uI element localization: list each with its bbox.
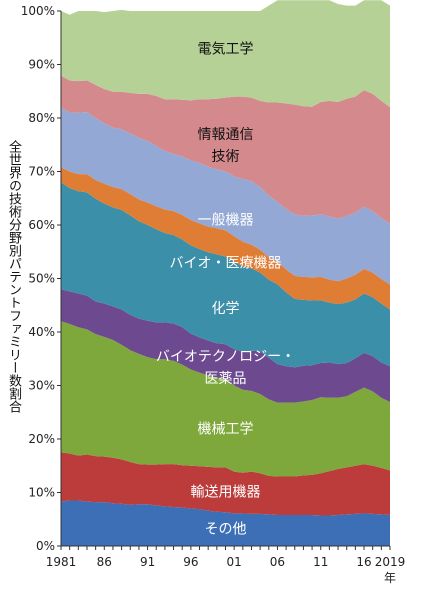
series-label-7: 一般機器	[198, 213, 254, 229]
y-tick-label: 20%	[28, 432, 55, 446]
x-tick-label: 11	[313, 555, 328, 569]
x-tick-label: 06	[270, 555, 285, 569]
series-label-6: バイオ・医療機器	[170, 254, 282, 271]
series-label-8: 情報通信	[198, 127, 254, 143]
area-series-3	[61, 321, 390, 477]
y-tick-label: 80%	[28, 111, 55, 125]
series-label-1: その他	[205, 521, 247, 537]
x-tick-label: 96	[183, 555, 198, 569]
y-tick-label: 50%	[28, 272, 55, 286]
area-series-2	[61, 452, 390, 516]
x-tick-label: 01	[227, 555, 242, 569]
series-label-4: 医薬品	[205, 371, 247, 387]
area-series-5	[61, 182, 390, 368]
area-series-6	[61, 167, 390, 310]
series-label-3: 機械工学	[198, 421, 254, 437]
axes-group: 0% 10% 20% 30% 40% 50% 60% 70% 80% 90% 100% 1981 86 9…	[21, 4, 406, 585]
y-tick-label: 40%	[28, 325, 55, 339]
x-tick-label: 86	[97, 555, 112, 569]
area-series-group	[61, 0, 390, 546]
series-label-9: 電気工学	[198, 41, 254, 57]
series-label-5: 化学	[212, 301, 240, 317]
y-tick-label: 70%	[28, 165, 55, 179]
y-tick-label: 30%	[28, 379, 55, 393]
series-label-4: バイオテクノロジー・	[156, 349, 295, 365]
y-axis-title: 全世界の技術分野別パテントファミリー数割合	[6, 140, 21, 413]
series-label-2: 輸送用機器	[191, 484, 261, 500]
y-tick-label: 100%	[21, 4, 55, 18]
x-axis-unit: 年	[384, 571, 396, 585]
y-tick-label: 10%	[28, 486, 55, 500]
x-tick-label: 91	[140, 555, 155, 569]
area-series-8	[61, 75, 390, 224]
x-tick-label: 1981	[46, 555, 77, 569]
area-series-9	[61, 0, 390, 108]
area-series-7	[61, 107, 390, 285]
x-tick-label: 2019	[375, 555, 406, 569]
y-tick-label: 0%	[36, 539, 55, 553]
y-tick-label: 60%	[28, 218, 55, 232]
series-label-8: 技術	[212, 149, 240, 165]
area-series-1	[61, 500, 390, 546]
x-tick-label: 16	[356, 555, 371, 569]
y-tick-label: 90%	[28, 58, 55, 72]
area-series-4	[61, 289, 390, 403]
